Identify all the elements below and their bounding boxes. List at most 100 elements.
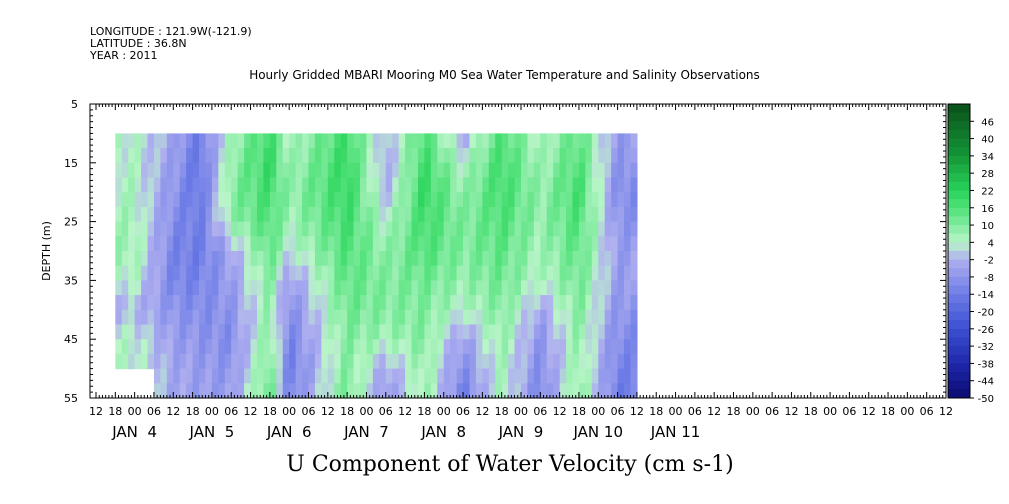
- heatmap-cell: [624, 383, 632, 399]
- heatmap-cell: [153, 368, 161, 384]
- heatmap-cell: [244, 295, 252, 311]
- colorbar-cell: [948, 199, 970, 209]
- heatmap-cell: [218, 383, 226, 399]
- heatmap-cell: [250, 265, 258, 281]
- colorbar-label: 46: [981, 117, 994, 128]
- heatmap-cell: [521, 309, 529, 326]
- heatmap-cell: [263, 148, 271, 164]
- heatmap-cell: [173, 280, 181, 296]
- heatmap-cell: [141, 251, 149, 267]
- heatmap-cell: [263, 133, 271, 149]
- heatmap-cell: [443, 280, 451, 296]
- heatmap-cell: [224, 339, 232, 355]
- heatmap-cell: [553, 177, 561, 193]
- heatmap-cell: [295, 265, 303, 281]
- heatmap-cell: [321, 162, 329, 179]
- heatmap-cell: [353, 192, 361, 208]
- heatmap-cell: [295, 177, 303, 193]
- heatmap-cell: [340, 206, 348, 223]
- heatmap-cell: [269, 309, 277, 326]
- heatmap-cell: [456, 339, 464, 355]
- heatmap-cell: [134, 353, 142, 370]
- heatmap-cell: [160, 324, 168, 340]
- heatmap-cell: [379, 177, 387, 193]
- heatmap-cell: [366, 133, 374, 149]
- heatmap-cell: [585, 339, 593, 355]
- heatmap-cell: [624, 324, 632, 340]
- heatmap-cell: [250, 368, 258, 384]
- heatmap-cell: [533, 353, 541, 370]
- heatmap-cell: [173, 339, 181, 355]
- heatmap-cell: [379, 309, 387, 326]
- heatmap-cell: [141, 324, 149, 340]
- heatmap-cell: [501, 280, 509, 296]
- heatmap-cell: [121, 324, 129, 340]
- x-tick-label: 12: [398, 405, 412, 418]
- heatmap-cell: [340, 192, 348, 208]
- heatmap-cell: [521, 324, 529, 340]
- heatmap-cell: [572, 295, 580, 311]
- heatmap-cell: [121, 162, 129, 179]
- heatmap-cell: [385, 133, 393, 149]
- heatmap-cell: [591, 236, 599, 252]
- heatmap-cell: [231, 133, 239, 149]
- heatmap-cell: [482, 309, 490, 326]
- heatmap-cell: [340, 368, 348, 384]
- heatmap-cell: [186, 148, 194, 164]
- heatmap-cell: [624, 236, 632, 252]
- heatmap-cell: [186, 206, 194, 223]
- heatmap-cell: [463, 324, 471, 340]
- heatmap-cell: [295, 133, 303, 149]
- heatmap-cell: [141, 148, 149, 164]
- heatmap-cell: [430, 324, 438, 340]
- heatmap-cell: [463, 353, 471, 370]
- x-tick-label: 12: [321, 405, 335, 418]
- heatmap-cell: [289, 133, 297, 149]
- heatmap-cell: [430, 236, 438, 252]
- heatmap-cell: [173, 148, 181, 164]
- heatmap-cell: [302, 309, 310, 326]
- heatmap-cell: [430, 148, 438, 164]
- heatmap-cell: [128, 265, 136, 281]
- heatmap-cell: [153, 162, 161, 179]
- heatmap-cell: [295, 368, 303, 384]
- heatmap-cell: [521, 280, 529, 296]
- heatmap-cell: [392, 368, 400, 384]
- heatmap-cell: [450, 133, 458, 149]
- heatmap-cell: [372, 368, 380, 384]
- heatmap-cell: [166, 206, 174, 223]
- heatmap-cell: [179, 324, 187, 340]
- heatmap-cell: [559, 339, 567, 355]
- heatmap-cell: [128, 324, 136, 340]
- heatmap-cell: [572, 192, 580, 208]
- colorbar-label: -20: [978, 308, 994, 319]
- heatmap-cell: [475, 339, 483, 355]
- heatmap-cell: [611, 368, 619, 384]
- heatmap-cell: [540, 177, 548, 193]
- colorbar-label: 4: [988, 238, 994, 249]
- heatmap-cell: [385, 177, 393, 193]
- heatmap-cell: [578, 251, 586, 267]
- heatmap-cell: [153, 265, 161, 281]
- heatmap-cell: [360, 280, 368, 296]
- colorbar-label: 28: [981, 169, 994, 180]
- heatmap-cell: [192, 206, 200, 223]
- heatmap-cell: [269, 295, 277, 311]
- heatmap-cell: [443, 206, 451, 223]
- heatmap-cell: [475, 206, 483, 223]
- heatmap-cell: [598, 221, 606, 237]
- heatmap-cell: [578, 192, 586, 208]
- heatmap-cell: [417, 339, 426, 355]
- heatmap-cell: [308, 221, 316, 237]
- x-tick-label: 06: [147, 405, 161, 418]
- heatmap-cell: [437, 192, 445, 208]
- heatmap-cell: [514, 295, 522, 311]
- heatmap-cell: [366, 309, 374, 326]
- heatmap-cell: [192, 309, 200, 326]
- heatmap-cell: [340, 236, 348, 252]
- heatmap-cell: [314, 236, 322, 252]
- heatmap-cell: [147, 221, 155, 237]
- heatmap-cell: [276, 192, 284, 208]
- heatmap-cell: [186, 309, 194, 326]
